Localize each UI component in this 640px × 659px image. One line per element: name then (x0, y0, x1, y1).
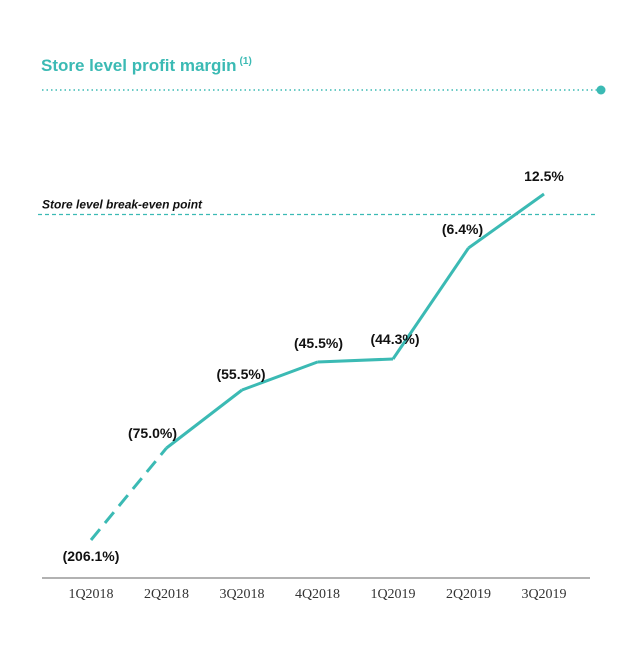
x-tick-label: 2Q2019 (446, 587, 491, 602)
x-tick-label: 2Q2018 (144, 587, 189, 602)
series-line-segment (467, 192, 545, 250)
series-line-segment (89, 447, 168, 541)
data-label: (55.5%) (216, 366, 265, 382)
data-label: (44.3%) (370, 331, 419, 347)
break-even-label: Store level break-even point (42, 198, 203, 212)
x-tick-label: 3Q2019 (521, 587, 566, 602)
chart-title-text: Store level profit margin (41, 56, 237, 75)
data-label: 12.5% (524, 168, 564, 184)
x-tick-label: 1Q2018 (68, 587, 113, 602)
title-rule-dot (596, 85, 606, 95)
series-line-segment (317, 357, 394, 364)
footnote-marker: (1) (239, 56, 252, 67)
x-tick-label: 3Q2018 (219, 587, 264, 602)
chart-title: Store level profit margin (1) (41, 56, 252, 76)
series-line-segment (165, 388, 243, 450)
series-line-segment (391, 247, 470, 360)
data-label: (206.1%) (63, 548, 120, 564)
series-line-segment (241, 360, 319, 392)
data-label: (45.5%) (294, 335, 343, 351)
x-tick-label: 1Q2019 (370, 587, 415, 602)
x-tick-label: 4Q2018 (295, 587, 340, 602)
data-label: (6.4%) (442, 221, 483, 237)
data-label: (75.0%) (128, 425, 177, 441)
